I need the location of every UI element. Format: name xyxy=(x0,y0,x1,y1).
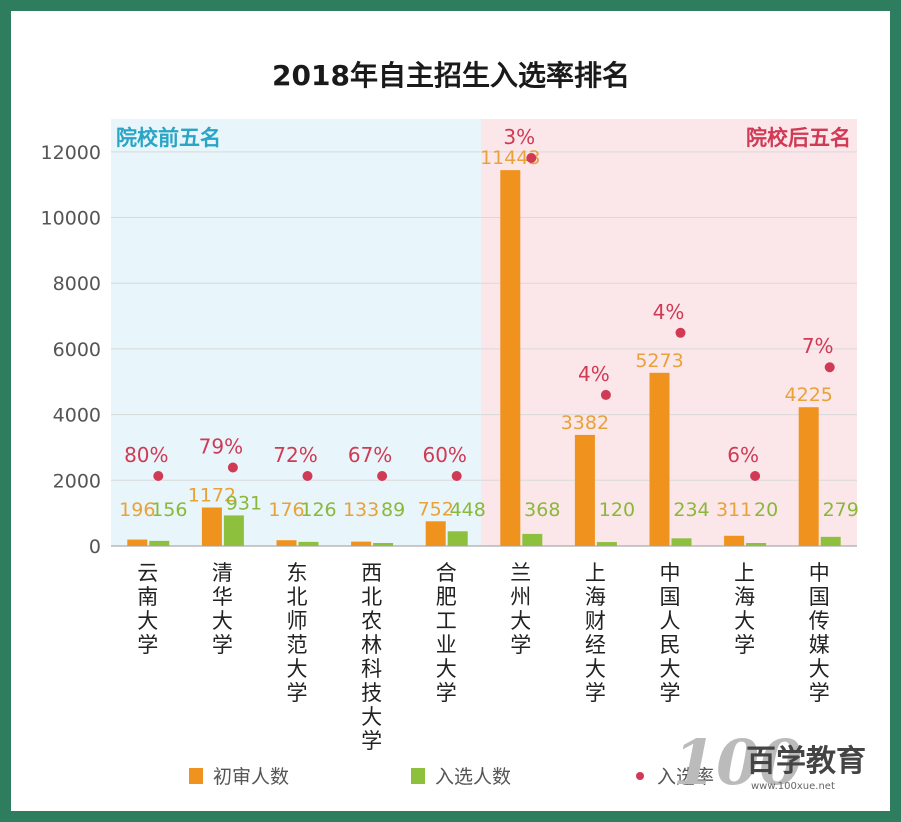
value-label-initial-review: 3382 xyxy=(561,412,609,434)
rate-label: 7% xyxy=(802,334,834,358)
rate-label: 79% xyxy=(199,435,243,459)
rate-point xyxy=(526,153,537,163)
legend-label: 入选人数 xyxy=(435,766,511,788)
logo-text: 百学教育 xyxy=(746,744,866,779)
category-label: 上海财经大学 xyxy=(585,561,606,705)
rate-label: 67% xyxy=(348,443,392,467)
top-five-zone xyxy=(111,119,481,546)
rate-point xyxy=(750,471,761,481)
y-tick-label: 0 xyxy=(89,536,101,558)
top-five-label: 院校前五名 xyxy=(116,126,221,150)
rate-point xyxy=(600,389,611,400)
rate-label: 80% xyxy=(124,443,168,467)
bar-selected xyxy=(149,540,170,546)
bar-initial-review xyxy=(425,521,446,546)
bar-initial-review xyxy=(500,170,521,546)
rate-label: 60% xyxy=(422,443,466,467)
rate-point xyxy=(153,471,164,481)
value-label-selected: 931 xyxy=(226,492,262,514)
watermark-logo: 100 百学教育 www.100xue.net xyxy=(673,726,866,799)
value-label-selected: 126 xyxy=(300,499,336,521)
value-label-selected: 89 xyxy=(381,499,405,521)
bottom-five-label: 院校后五名 xyxy=(746,126,851,150)
category-label: 东北师范大学 xyxy=(287,561,308,705)
y-tick-label: 6000 xyxy=(53,339,101,361)
bar-initial-review xyxy=(127,539,148,546)
category-label: 西北农林科技大学 xyxy=(361,561,382,753)
category-label: 兰州大学 xyxy=(510,561,531,657)
value-label-selected: 234 xyxy=(673,499,709,521)
value-label-initial-review: 752 xyxy=(418,498,454,520)
bar-initial-review xyxy=(574,434,595,546)
rate-point xyxy=(302,471,313,481)
rate-label: 4% xyxy=(578,362,610,386)
legend-label: 初审人数 xyxy=(213,766,289,788)
logo-number: 100 xyxy=(673,726,802,799)
logo-url: www.100xue.net xyxy=(751,781,835,792)
category-label: 合肥工业大学 xyxy=(436,561,457,705)
value-label-initial-review: 311 xyxy=(716,499,752,521)
value-label-initial-review: 133 xyxy=(343,499,379,521)
value-label-selected: 279 xyxy=(823,499,859,521)
category-label: 云南大学 xyxy=(137,561,158,657)
y-tick-label: 10000 xyxy=(41,208,101,230)
bar-selected xyxy=(298,541,319,546)
rate-point xyxy=(451,471,462,481)
value-label-initial-review: 5273 xyxy=(635,350,683,372)
value-label-initial-review: 176 xyxy=(268,499,304,521)
category-label: 上海大学 xyxy=(734,561,755,657)
value-label-initial-review: 4225 xyxy=(785,384,833,406)
rate-point xyxy=(227,462,238,473)
bar-initial-review xyxy=(351,541,372,546)
rate-point xyxy=(675,327,686,338)
rate-label: 3% xyxy=(503,125,535,149)
bar-chart: 2018年自主招生入选率排名 院校前五名 院校后五名 0 2000 4000 6000… xyxy=(41,59,866,799)
value-label-initial-review: 196 xyxy=(119,499,155,521)
value-label-selected: 20 xyxy=(754,499,778,521)
y-tick-label: 2000 xyxy=(53,470,101,492)
rate-label: 6% xyxy=(727,443,759,467)
legend-swatch xyxy=(189,768,203,784)
rate-label: 72% xyxy=(273,443,317,467)
bar-initial-review xyxy=(276,540,297,546)
bar-initial-review xyxy=(724,535,745,546)
bar-selected xyxy=(596,542,617,546)
category-label: 中国传媒大学 xyxy=(809,561,830,705)
value-label-selected: 120 xyxy=(599,499,635,521)
value-label-initial-review: 11443 xyxy=(480,147,540,169)
bar-selected xyxy=(522,533,543,546)
value-label-selected: 156 xyxy=(151,499,187,521)
bar-selected xyxy=(820,536,841,546)
legend-swatch xyxy=(411,768,425,784)
bar-selected xyxy=(373,543,394,546)
value-label-selected: 448 xyxy=(450,499,486,521)
bar-selected xyxy=(671,538,692,546)
category-label: 清华大学 xyxy=(212,561,233,657)
value-label-selected: 368 xyxy=(524,499,560,521)
y-tick-label: 8000 xyxy=(53,273,101,295)
y-tick-label: 12000 xyxy=(41,142,101,164)
legend-swatch xyxy=(636,772,644,780)
chart-title: 2018年自主招生入选率排名 xyxy=(272,59,630,92)
category-label: 中国人民大学 xyxy=(660,561,681,705)
rate-label: 4% xyxy=(653,300,685,324)
rate-point xyxy=(377,471,388,481)
chart-frame: 2018年自主招生入选率排名 院校前五名 院校后五名 0 2000 4000 6000… xyxy=(11,11,890,811)
bar-selected xyxy=(447,531,468,546)
bar-selected xyxy=(223,515,244,546)
rate-point xyxy=(824,362,835,373)
bar-selected xyxy=(746,543,767,546)
bar-initial-review xyxy=(201,507,222,546)
y-tick-label: 4000 xyxy=(53,405,101,427)
bar-initial-review xyxy=(649,372,670,546)
legend-label: 入选率 xyxy=(657,766,714,788)
value-label-initial-review: 1172 xyxy=(188,485,236,507)
bar-initial-review xyxy=(798,407,819,546)
